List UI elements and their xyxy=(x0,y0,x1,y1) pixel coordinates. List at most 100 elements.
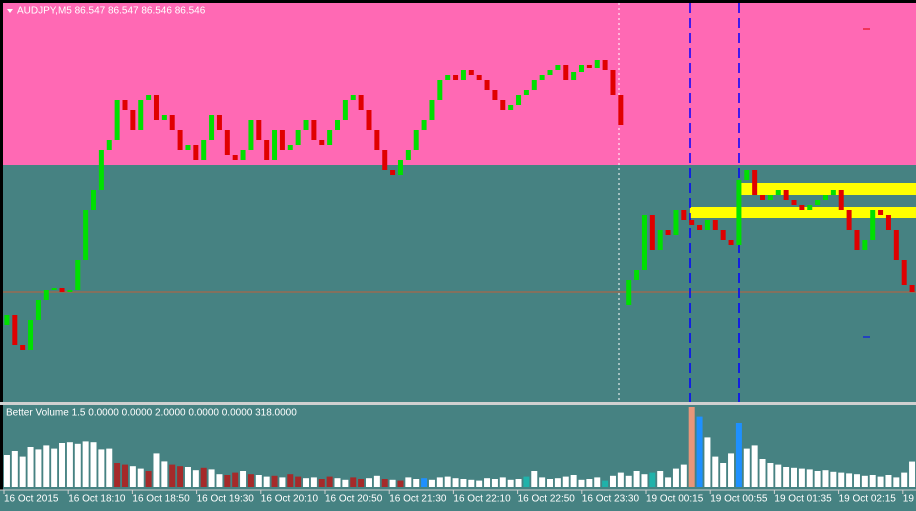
volume-bar xyxy=(452,478,459,487)
candle-body xyxy=(366,110,372,130)
volume-bar xyxy=(539,477,546,487)
volume-bar xyxy=(822,470,829,487)
candle-body xyxy=(358,95,364,110)
volume-bar xyxy=(295,476,302,487)
candle-body xyxy=(610,70,616,95)
candle-body xyxy=(760,195,766,200)
volume-bar xyxy=(358,479,365,487)
volume-bar xyxy=(586,479,593,487)
candle-body xyxy=(303,120,309,130)
volume-bar xyxy=(444,476,451,487)
volume-bar xyxy=(19,456,26,487)
candle-body xyxy=(256,120,262,140)
volume-bar xyxy=(59,443,66,487)
volume-bar xyxy=(751,445,758,487)
candle-body xyxy=(602,60,608,70)
volume-bar xyxy=(861,475,868,487)
candle-body xyxy=(20,345,26,350)
volume-bar xyxy=(240,471,247,487)
candle-body xyxy=(98,150,104,190)
volume-bar xyxy=(602,480,609,487)
candle-body xyxy=(901,260,907,285)
volume-bar xyxy=(791,467,798,487)
candle-body xyxy=(571,72,577,80)
candle-body xyxy=(531,80,537,90)
volume-bar xyxy=(200,467,207,487)
volume-bar xyxy=(798,468,805,487)
volume-bar xyxy=(665,477,672,487)
volume-bar xyxy=(846,473,853,487)
volume-bar xyxy=(468,479,475,487)
time-label: 16 Oct 20:10 xyxy=(261,494,319,505)
volume-bar xyxy=(570,475,577,487)
time-label: 16 Oct 22:10 xyxy=(453,494,511,505)
candle-body xyxy=(264,140,270,160)
candle-body xyxy=(114,100,120,140)
time-label: 16 Oct 23:30 xyxy=(582,494,640,505)
volume-bar xyxy=(428,479,435,487)
candle-body xyxy=(728,240,734,245)
candle-body xyxy=(272,130,278,160)
volume-bar xyxy=(318,479,325,487)
candle-body xyxy=(397,160,403,175)
volume-bar xyxy=(271,475,278,487)
candle-body xyxy=(649,215,655,250)
candle-body xyxy=(500,100,506,110)
volume-bar xyxy=(106,448,113,487)
volume-bar xyxy=(499,477,506,487)
volume-bar xyxy=(255,475,262,487)
candle-body xyxy=(870,210,876,240)
volume-bar xyxy=(145,471,152,487)
candle-body xyxy=(893,230,899,260)
candle-body xyxy=(665,230,671,235)
collapse-icon[interactable] xyxy=(7,9,13,13)
volume-bar xyxy=(342,479,349,487)
candle-body xyxy=(673,210,679,235)
volume-bar xyxy=(767,463,774,487)
candle-body xyxy=(390,170,396,175)
volume-bar xyxy=(216,474,223,487)
volume-bar xyxy=(334,478,341,487)
volume-bar xyxy=(578,479,585,487)
volume-bar xyxy=(609,475,616,487)
level-band xyxy=(690,207,916,218)
volume-bar xyxy=(853,474,860,487)
volume-bar xyxy=(397,480,404,487)
time-label: 16 Oct 20:50 xyxy=(325,494,383,505)
candle-body xyxy=(791,200,797,205)
volume-bar xyxy=(830,471,837,487)
candle-body xyxy=(232,155,238,160)
candle-body xyxy=(539,75,545,80)
volume-bar xyxy=(507,479,514,487)
candle-body xyxy=(35,300,41,320)
volume-bar xyxy=(263,476,270,487)
candle-body xyxy=(712,220,718,230)
volume-bar xyxy=(279,477,286,487)
candle-body xyxy=(878,210,884,215)
volume-bar xyxy=(712,456,719,487)
volume-bar xyxy=(885,475,892,487)
candle-body xyxy=(783,190,789,200)
candle-body xyxy=(413,130,419,150)
candle-body xyxy=(838,190,844,210)
time-label: 19 Oct 01:35 xyxy=(774,494,832,505)
candle-body xyxy=(697,225,703,230)
candle-body xyxy=(342,100,348,120)
indicator-label: Better Volume 1.5 0.0000 0.0000 2.0000 0… xyxy=(6,408,297,419)
volume-bar xyxy=(672,468,679,487)
time-label: 16 Oct 22:50 xyxy=(518,494,576,505)
candle-body xyxy=(51,288,57,290)
candle-body xyxy=(799,205,805,210)
volume-bar xyxy=(184,467,191,487)
time-label: 16 Oct 19:30 xyxy=(197,494,255,505)
volume-bar xyxy=(704,437,711,487)
candle-body xyxy=(193,145,199,160)
candle-body xyxy=(279,130,285,150)
candle-body xyxy=(405,150,411,160)
candle-body xyxy=(319,140,325,145)
candle-body xyxy=(12,315,18,345)
candle-body xyxy=(547,70,553,75)
candle-body xyxy=(634,270,640,280)
volume-bar xyxy=(633,471,640,487)
